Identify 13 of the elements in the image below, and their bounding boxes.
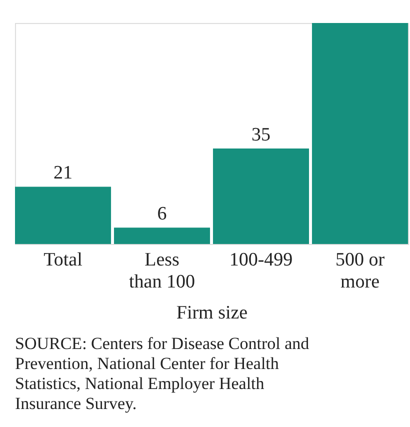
bar — [15, 186, 112, 244]
bar — [212, 148, 310, 244]
source-note: SOURCE: Centers for Disease Control and Prevention, National Center for Health Statistics, National Employer Health Insurance Survey. — [15, 334, 310, 413]
x-tick-label: Less than 100 — [129, 250, 195, 292]
x-tick-label: 500 or more — [335, 250, 386, 292]
x-axis-title: Firm size — [176, 302, 248, 324]
data-label: 21 — [54, 162, 73, 184]
bar — [312, 23, 408, 244]
x-tick-label: Total — [44, 250, 82, 270]
data-label: 35 — [251, 124, 270, 146]
x-tick-label: 100-499 — [229, 250, 293, 270]
bar — [114, 228, 210, 244]
data-label: 6 — [157, 204, 167, 225]
